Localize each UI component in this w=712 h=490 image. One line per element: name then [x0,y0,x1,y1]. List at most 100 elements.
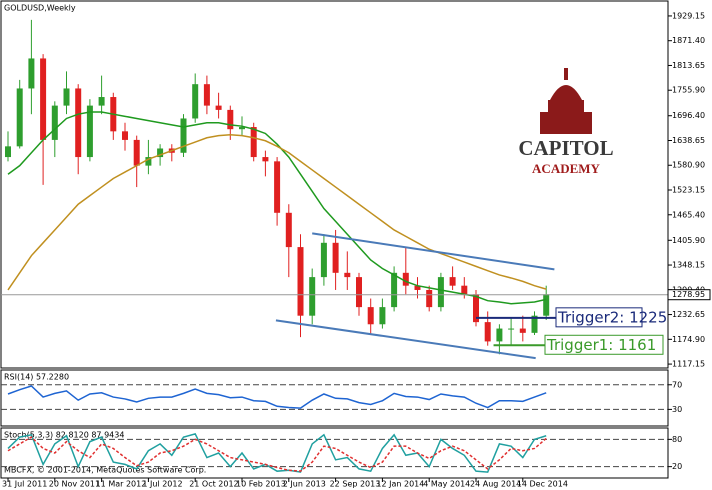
x-tick-label: 22 Sep 2013 [330,480,381,489]
x-tick-label: 31 Jul 2011 [2,480,47,489]
candle-body [320,242,327,278]
y-tick-label: 1405.90 [672,236,705,245]
x-tick-label: 4 May 2014 [423,480,470,489]
candle-body [414,285,421,290]
logo: CAPITOL ACADEMY [518,68,614,176]
y-tick-label: 1232.65 [672,310,705,319]
candle-body [75,88,82,158]
candle-body [344,272,351,278]
candle-body [28,58,35,89]
x-tick-label: 21 Oct 2012 [189,480,238,489]
panel-title: GOLDUSD,Weekly [4,4,76,13]
candle-body [437,277,444,308]
candle-body [63,88,70,106]
candle-body [16,88,23,147]
x-tick-label: 24 Aug 2014 [470,480,521,489]
x-tick-label: 10 Feb 2013 [236,480,286,489]
candle-body [309,277,316,316]
logo-drum [548,100,584,112]
y-tick-label: 80 [672,435,682,444]
candle-body [262,157,269,162]
y-tick-label: 1696.40 [672,111,705,120]
logo-spire [564,68,568,80]
candle-body [379,307,386,325]
x-tick-label: 14 Dec 2014 [517,480,568,489]
candle-body [227,109,234,130]
candle-body [133,139,140,166]
y-tick-label: 1523.15 [672,186,705,195]
y-tick-label: 1174.90 [672,335,705,344]
y-tick-label: 1580.90 [672,161,705,170]
candle-body [145,157,152,166]
candle-body [426,289,433,308]
candle-body [157,148,164,158]
trigger-label: Trigger1: 1161 [546,336,656,354]
y-tick-label: 20 [672,462,682,471]
candle-body [297,247,304,316]
logo-subtext: ACADEMY [532,161,600,176]
y-tick-label: 70 [672,380,682,389]
last-price-box [667,289,711,301]
candle-body [484,322,491,342]
trendline [275,319,536,360]
candle-body [5,146,11,158]
candle-body [51,105,58,140]
candle-body [86,105,93,158]
candle-body [367,307,374,325]
panel-frame [0,369,669,427]
candle-body [332,242,339,273]
x-tick-label: 11 Mar 2012 [96,480,147,489]
last-price-label: 1278.95 [672,290,705,299]
series-line [7,134,547,291]
logo-text: CAPITOL [518,136,613,160]
trendline [312,232,555,271]
trigger-label: Trigger2: 1225 [557,308,667,326]
candle-body [356,277,362,308]
x-tick-label: 12 Jan 2014 [376,480,424,489]
series-line [7,436,547,472]
candle-body [285,212,292,248]
logo-dome [550,85,582,100]
trigger-box [544,334,664,355]
candle-body [250,127,257,158]
candle-body [98,97,105,106]
candle-body [215,105,222,110]
panel-frame [0,0,669,369]
logo-base [540,112,592,134]
y-tick-label: 1871.40 [672,36,705,45]
y-tick-label: 1638.65 [672,136,705,145]
y-tick-label: 1348.15 [672,261,705,270]
candle-body [180,118,187,153]
y-tick-label: 1813.65 [672,61,705,70]
x-tick-label: 20 Nov 2011 [49,480,100,489]
candle-body [40,58,47,140]
candle-body [496,328,503,342]
candle-body [531,315,538,333]
candle-body [449,277,456,286]
panel-frame [0,427,669,479]
y-tick-label: 1755.90 [672,86,705,95]
x-tick-label: 2 Jun 2013 [283,480,326,489]
candle-body [203,84,210,106]
candle-body [473,294,479,323]
candle-body [508,328,515,330]
candle-body [192,84,199,119]
candle-body [402,272,409,286]
candle-body [239,127,245,130]
candle-body [543,294,550,316]
series-line [7,111,547,305]
x-tick-label: 1 Jul 2012 [142,480,182,489]
panel-title: RSI(14) 57.2280 [4,373,69,382]
trigger-box [555,307,643,328]
footer: MBCFX, © 2001-2014, MetaQuotes Software … [4,466,206,475]
candle-body [122,131,128,140]
candle-body [274,161,281,213]
y-tick-label: 1465.40 [672,210,705,219]
series-line [7,433,547,473]
candle-body [461,285,468,295]
series-line [7,385,547,409]
candle-body [391,272,398,308]
y-tick-label: 1117.15 [672,360,705,369]
